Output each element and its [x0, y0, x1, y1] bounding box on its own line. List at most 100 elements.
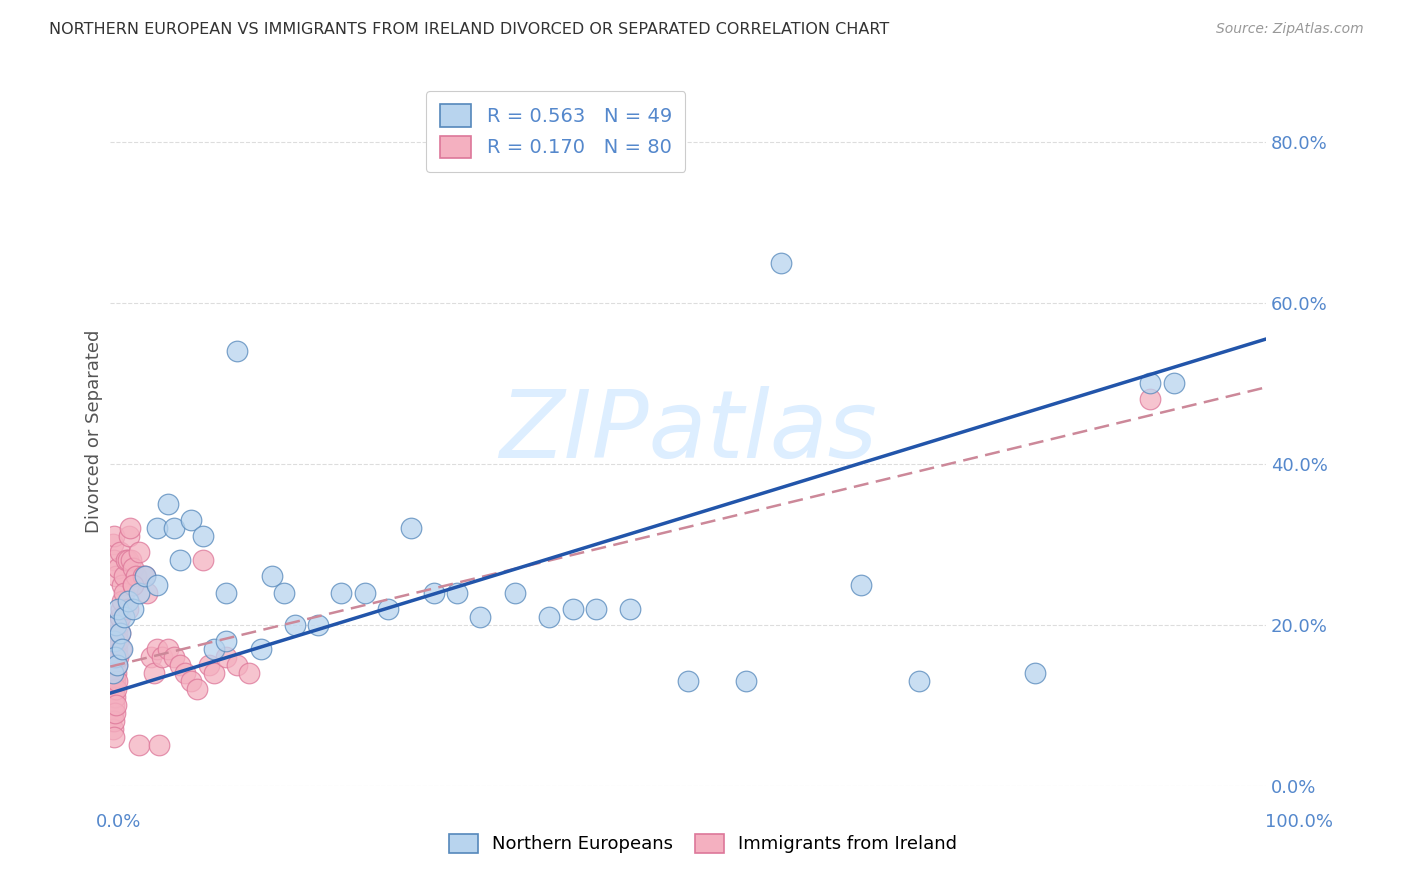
Point: [105, 569, 128, 583]
Point: [105, 674, 128, 689]
Point: [117, 553, 139, 567]
Point: [122, 601, 145, 615]
Point: [399, 521, 422, 535]
Point: [735, 674, 758, 689]
Point: [104, 641, 127, 656]
Point: [163, 649, 186, 664]
Point: [908, 674, 931, 689]
Point: [103, 666, 125, 681]
Point: [202, 666, 225, 681]
Point: [174, 666, 197, 681]
Point: [103, 553, 125, 567]
Text: NORTHERN EUROPEAN VS IMMIGRANTS FROM IRELAND DIVORCED OR SEPARATED CORRELATION C: NORTHERN EUROPEAN VS IMMIGRANTS FROM IRE…: [49, 22, 890, 37]
Point: [100, 714, 122, 729]
Point: [104, 690, 127, 705]
Point: [169, 658, 191, 673]
Point: [191, 553, 214, 567]
Point: [128, 739, 150, 753]
Point: [105, 649, 128, 664]
Point: [104, 706, 127, 721]
Point: [103, 633, 125, 648]
Point: [105, 658, 128, 673]
Point: [105, 633, 128, 648]
Point: [122, 561, 145, 575]
Legend: R = 0.563   N = 49, R = 0.170   N = 80: R = 0.563 N = 49, R = 0.170 N = 80: [426, 91, 685, 171]
Text: ZIPatlas: ZIPatlas: [499, 386, 877, 477]
Point: [131, 569, 153, 583]
Point: [215, 633, 238, 648]
Point: [150, 649, 173, 664]
Point: [108, 625, 131, 640]
Point: [112, 585, 135, 599]
Point: [851, 577, 873, 591]
Point: [107, 601, 129, 615]
Point: [136, 585, 159, 599]
Point: [105, 666, 128, 681]
Point: [107, 649, 129, 664]
Point: [104, 649, 127, 664]
Point: [1139, 392, 1161, 407]
Point: [226, 658, 249, 673]
Point: [105, 617, 128, 632]
Point: [117, 601, 139, 615]
Point: [180, 513, 202, 527]
Point: [202, 641, 225, 656]
Point: [100, 682, 122, 697]
Point: [446, 585, 468, 599]
Point: [125, 569, 148, 583]
Point: [101, 658, 124, 673]
Point: [145, 521, 167, 535]
Point: [110, 641, 132, 656]
Point: [120, 553, 142, 567]
Point: [103, 529, 125, 543]
Point: [105, 625, 128, 640]
Point: [103, 731, 125, 745]
Point: [249, 641, 271, 656]
Point: [145, 641, 167, 656]
Point: [585, 601, 607, 615]
Point: [107, 617, 129, 632]
Point: [197, 658, 219, 673]
Point: [169, 553, 191, 567]
Point: [111, 593, 134, 607]
Point: [215, 649, 238, 664]
Point: [100, 698, 122, 713]
Point: [1163, 376, 1185, 391]
Y-axis label: Divorced or Separated: Divorced or Separated: [86, 330, 103, 533]
Point: [112, 569, 135, 583]
Point: [105, 698, 128, 713]
Point: [111, 641, 134, 656]
Point: [128, 585, 150, 599]
Point: [262, 569, 284, 583]
Point: [676, 674, 699, 689]
Point: [619, 601, 641, 615]
Point: [284, 617, 307, 632]
Text: 0.0%: 0.0%: [96, 814, 141, 831]
Point: [101, 674, 124, 689]
Point: [143, 666, 166, 681]
Point: [353, 585, 375, 599]
Point: [105, 682, 128, 697]
Point: [561, 601, 583, 615]
Point: [107, 561, 129, 575]
Point: [134, 569, 156, 583]
Point: [104, 674, 127, 689]
Point: [238, 666, 260, 681]
Point: [180, 674, 202, 689]
Point: [186, 682, 208, 697]
Point: [101, 649, 124, 664]
Point: [105, 658, 128, 673]
Point: [108, 545, 131, 559]
Point: [101, 706, 124, 721]
Point: [104, 658, 127, 673]
Point: [103, 698, 125, 713]
Point: [112, 609, 135, 624]
Point: [377, 601, 399, 615]
Point: [117, 593, 139, 607]
Point: [1024, 666, 1046, 681]
Text: Source: ZipAtlas.com: Source: ZipAtlas.com: [1216, 22, 1364, 37]
Point: [330, 585, 353, 599]
Point: [108, 609, 131, 624]
Point: [122, 577, 145, 591]
Point: [100, 649, 122, 664]
